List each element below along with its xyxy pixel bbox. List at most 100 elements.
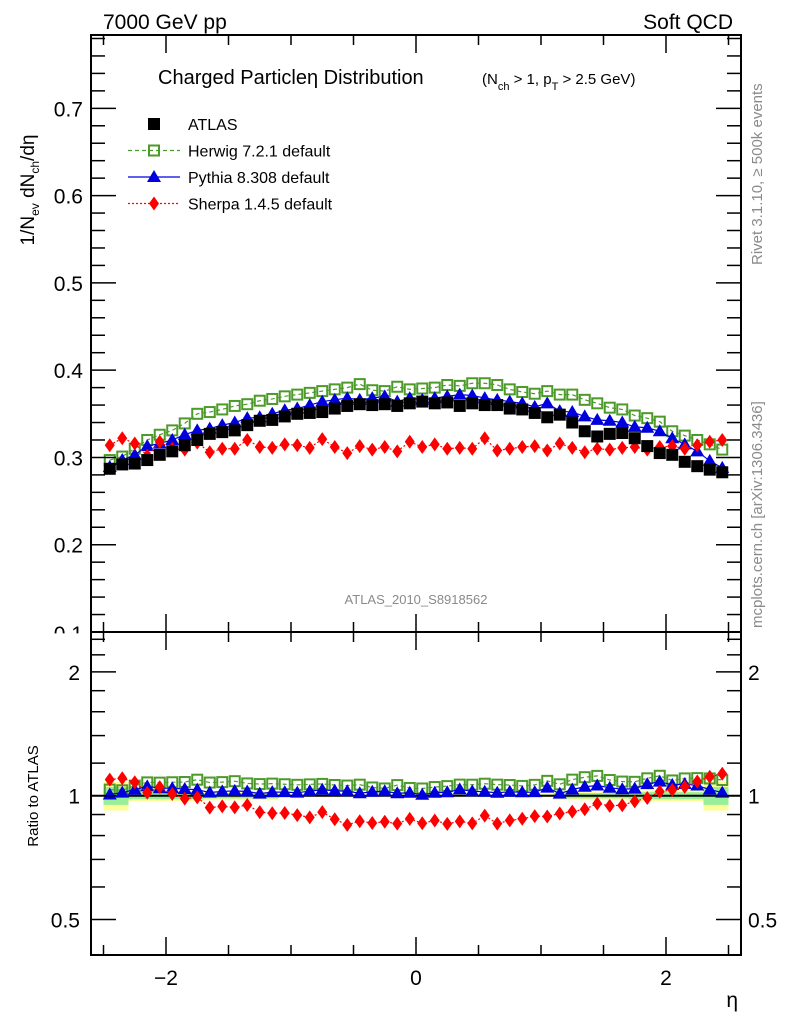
sherpa-point <box>554 436 565 451</box>
sherpa-point <box>292 438 303 453</box>
pythia-ratio-point <box>377 784 392 797</box>
sherpa-ratio-point <box>479 808 490 823</box>
pythia-ratio-point <box>402 785 417 798</box>
y-tick-label: 0.6 <box>54 186 83 209</box>
sherpa-point <box>229 441 240 456</box>
atlas-point <box>528 406 541 419</box>
legend-marker <box>147 170 161 182</box>
herwig-point <box>353 378 366 391</box>
sherpa-ratio-point <box>317 805 328 820</box>
sherpa-point <box>117 431 128 446</box>
herwig-line <box>109 382 723 461</box>
pythia-point <box>177 427 192 440</box>
sherpa-ratio-point <box>592 796 603 811</box>
rivet-label: Rivet 3.1.10, ≥ 500k events <box>749 83 766 265</box>
pythia-point <box>590 412 605 425</box>
sherpa-ratio-point <box>717 766 728 781</box>
pythia-point <box>315 394 330 407</box>
pythia-ratio-point <box>302 784 317 797</box>
herwig-point <box>303 386 316 399</box>
pythia-ratio-point <box>177 782 192 795</box>
sherpa-ratio-point <box>142 785 153 800</box>
sherpa-ratio-point <box>217 799 228 814</box>
sherpa-point <box>129 436 140 451</box>
atlas-point <box>128 457 141 470</box>
sherpa-point <box>567 440 578 455</box>
sherpa-ratio-point <box>417 816 428 831</box>
legend-marker <box>148 144 160 157</box>
sherpa-ratio-point <box>529 809 540 824</box>
legend-label: ATLAS <box>188 117 238 134</box>
pythia-point <box>565 405 580 418</box>
atlas-point <box>353 398 366 411</box>
ratio-y-tick-label: 2 <box>68 662 80 685</box>
atlas-point <box>116 458 129 471</box>
pythia-ratio-point <box>465 784 480 797</box>
atlas-point <box>266 413 279 426</box>
sherpa-ratio-point <box>642 791 653 806</box>
sherpa-ratio-point <box>292 808 303 823</box>
sherpa-ratio-point <box>379 814 390 829</box>
herwig-point <box>191 407 204 420</box>
y-tick-label: 0.2 <box>54 535 83 558</box>
atlas-point <box>378 398 391 411</box>
sherpa-point <box>504 441 515 456</box>
pythia-ratio-point <box>602 780 617 793</box>
atlas-point <box>653 447 666 460</box>
herwig-point <box>591 397 604 410</box>
sherpa-ratio-point <box>654 784 665 799</box>
sherpa-point <box>392 444 403 459</box>
sherpa-ratio-point <box>392 816 403 831</box>
mcplots-label: mcplots.cern.ch [arXiv:1306.3436] <box>749 401 766 628</box>
pythia-ratio-point <box>577 779 592 792</box>
pythia-point <box>615 415 630 428</box>
herwig-point <box>528 387 541 400</box>
herwig-point <box>241 398 254 411</box>
sherpa-point <box>154 434 165 449</box>
atlas-point <box>178 439 191 452</box>
legend-marker <box>148 118 160 130</box>
atlas-point <box>303 406 316 419</box>
pythia-ratio-point <box>715 785 730 798</box>
sherpa-point <box>542 443 553 458</box>
pythia-ratio-point <box>565 782 580 795</box>
sherpa-ratio-point <box>204 800 215 815</box>
pythia-point <box>652 424 667 437</box>
sherpa-point <box>104 438 115 453</box>
atlas-point <box>366 399 379 412</box>
x-tick-label: 2 <box>660 967 672 990</box>
sherpa-point <box>367 442 378 457</box>
pythia-ratio-point <box>702 782 717 795</box>
atlas-point <box>641 440 654 453</box>
sherpa-point <box>279 437 290 452</box>
sherpa-point <box>304 440 315 455</box>
pythia-ratio-point <box>477 784 492 797</box>
x-tick-label: 0 <box>410 967 422 990</box>
sherpa-ratio-point <box>267 806 278 821</box>
herwig-point <box>278 390 291 403</box>
pythia-ratio-point <box>615 782 630 795</box>
atlas-point <box>103 462 116 475</box>
atlas-point <box>491 399 504 412</box>
sherpa-ratio-point <box>504 813 515 828</box>
sherpa-point <box>692 438 703 453</box>
pythia-point <box>127 447 142 460</box>
sherpa-point <box>454 440 465 455</box>
legend: ATLAS Herwig 7.2.1 default Pythia 8.308 de… <box>128 117 333 214</box>
sherpa-ratio-point <box>404 811 415 826</box>
atlas-point <box>428 397 441 410</box>
sherpa-ratio-point <box>304 810 315 825</box>
ratio-y-tick-label: 0.5 <box>51 910 80 933</box>
sherpa-ratio-point <box>542 809 553 824</box>
atlas-point <box>453 399 466 412</box>
atlas-point <box>541 411 554 424</box>
legend-label: Pythia 8.308 default <box>188 170 330 187</box>
sherpa-ratio-point <box>329 812 340 827</box>
atlas-point <box>566 416 579 429</box>
atlas-point <box>153 448 166 461</box>
pythia-point <box>140 439 155 452</box>
sherpa-ratio-point <box>242 797 253 812</box>
x-tick-label: −2 <box>154 967 178 990</box>
sherpa-point <box>429 437 440 452</box>
pythia-ratio-point <box>452 782 467 795</box>
